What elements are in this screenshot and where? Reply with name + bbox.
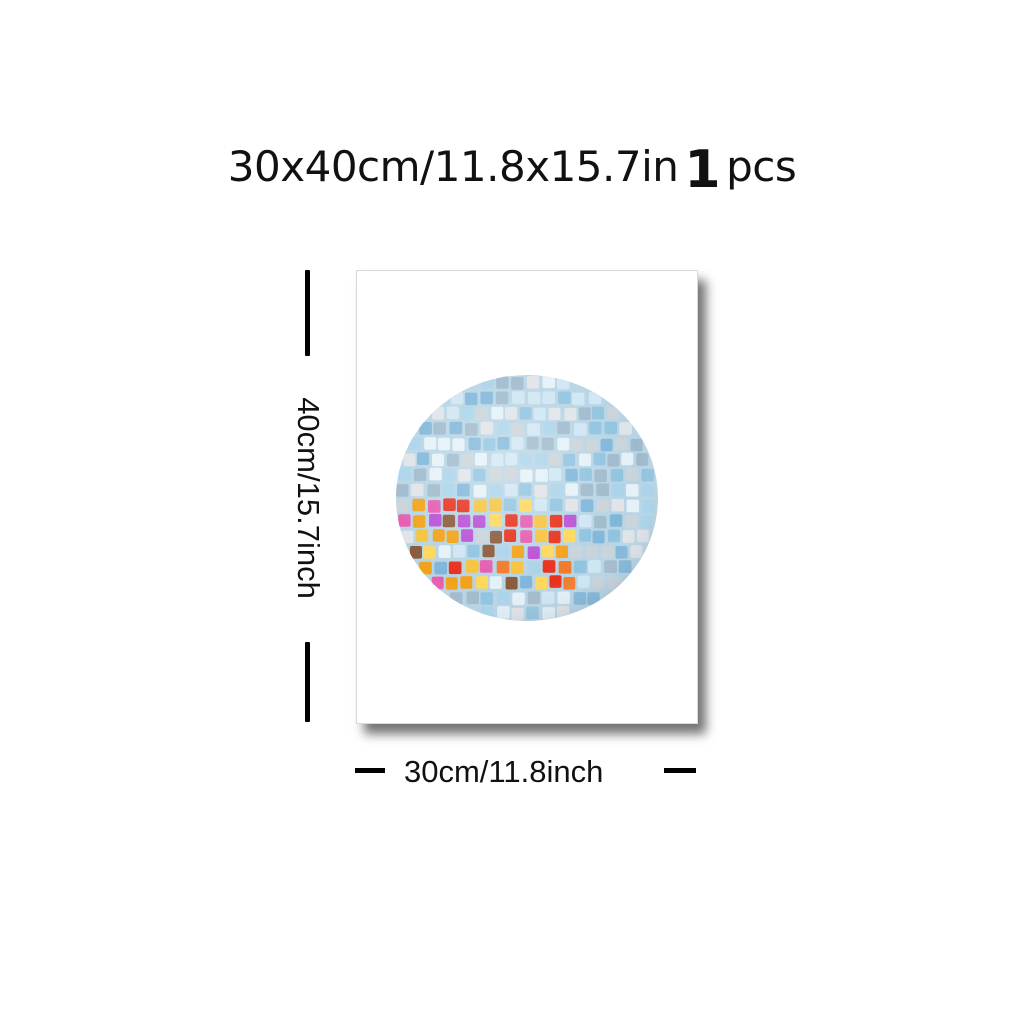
width-dimension-line-right <box>664 768 696 773</box>
quantity-unit: pcs <box>726 142 797 191</box>
width-dimension-line-left <box>355 768 385 773</box>
size-text: 30x40cm/11.8x15.7in <box>227 142 679 191</box>
height-dimension-label: 40cm/15.7inch <box>291 397 326 599</box>
poster-canvas <box>356 270 698 724</box>
width-dimension-label: 30cm/11.8inch <box>404 754 604 789</box>
quantity-number: 1 <box>684 140 721 200</box>
height-dimension-line-bottom <box>305 642 310 722</box>
product-size-title: 30x40cm/11.8x15.7in 1 pcs <box>0 136 1024 198</box>
height-dimension-line-top <box>305 270 310 356</box>
disco-ball-icon <box>396 375 658 621</box>
